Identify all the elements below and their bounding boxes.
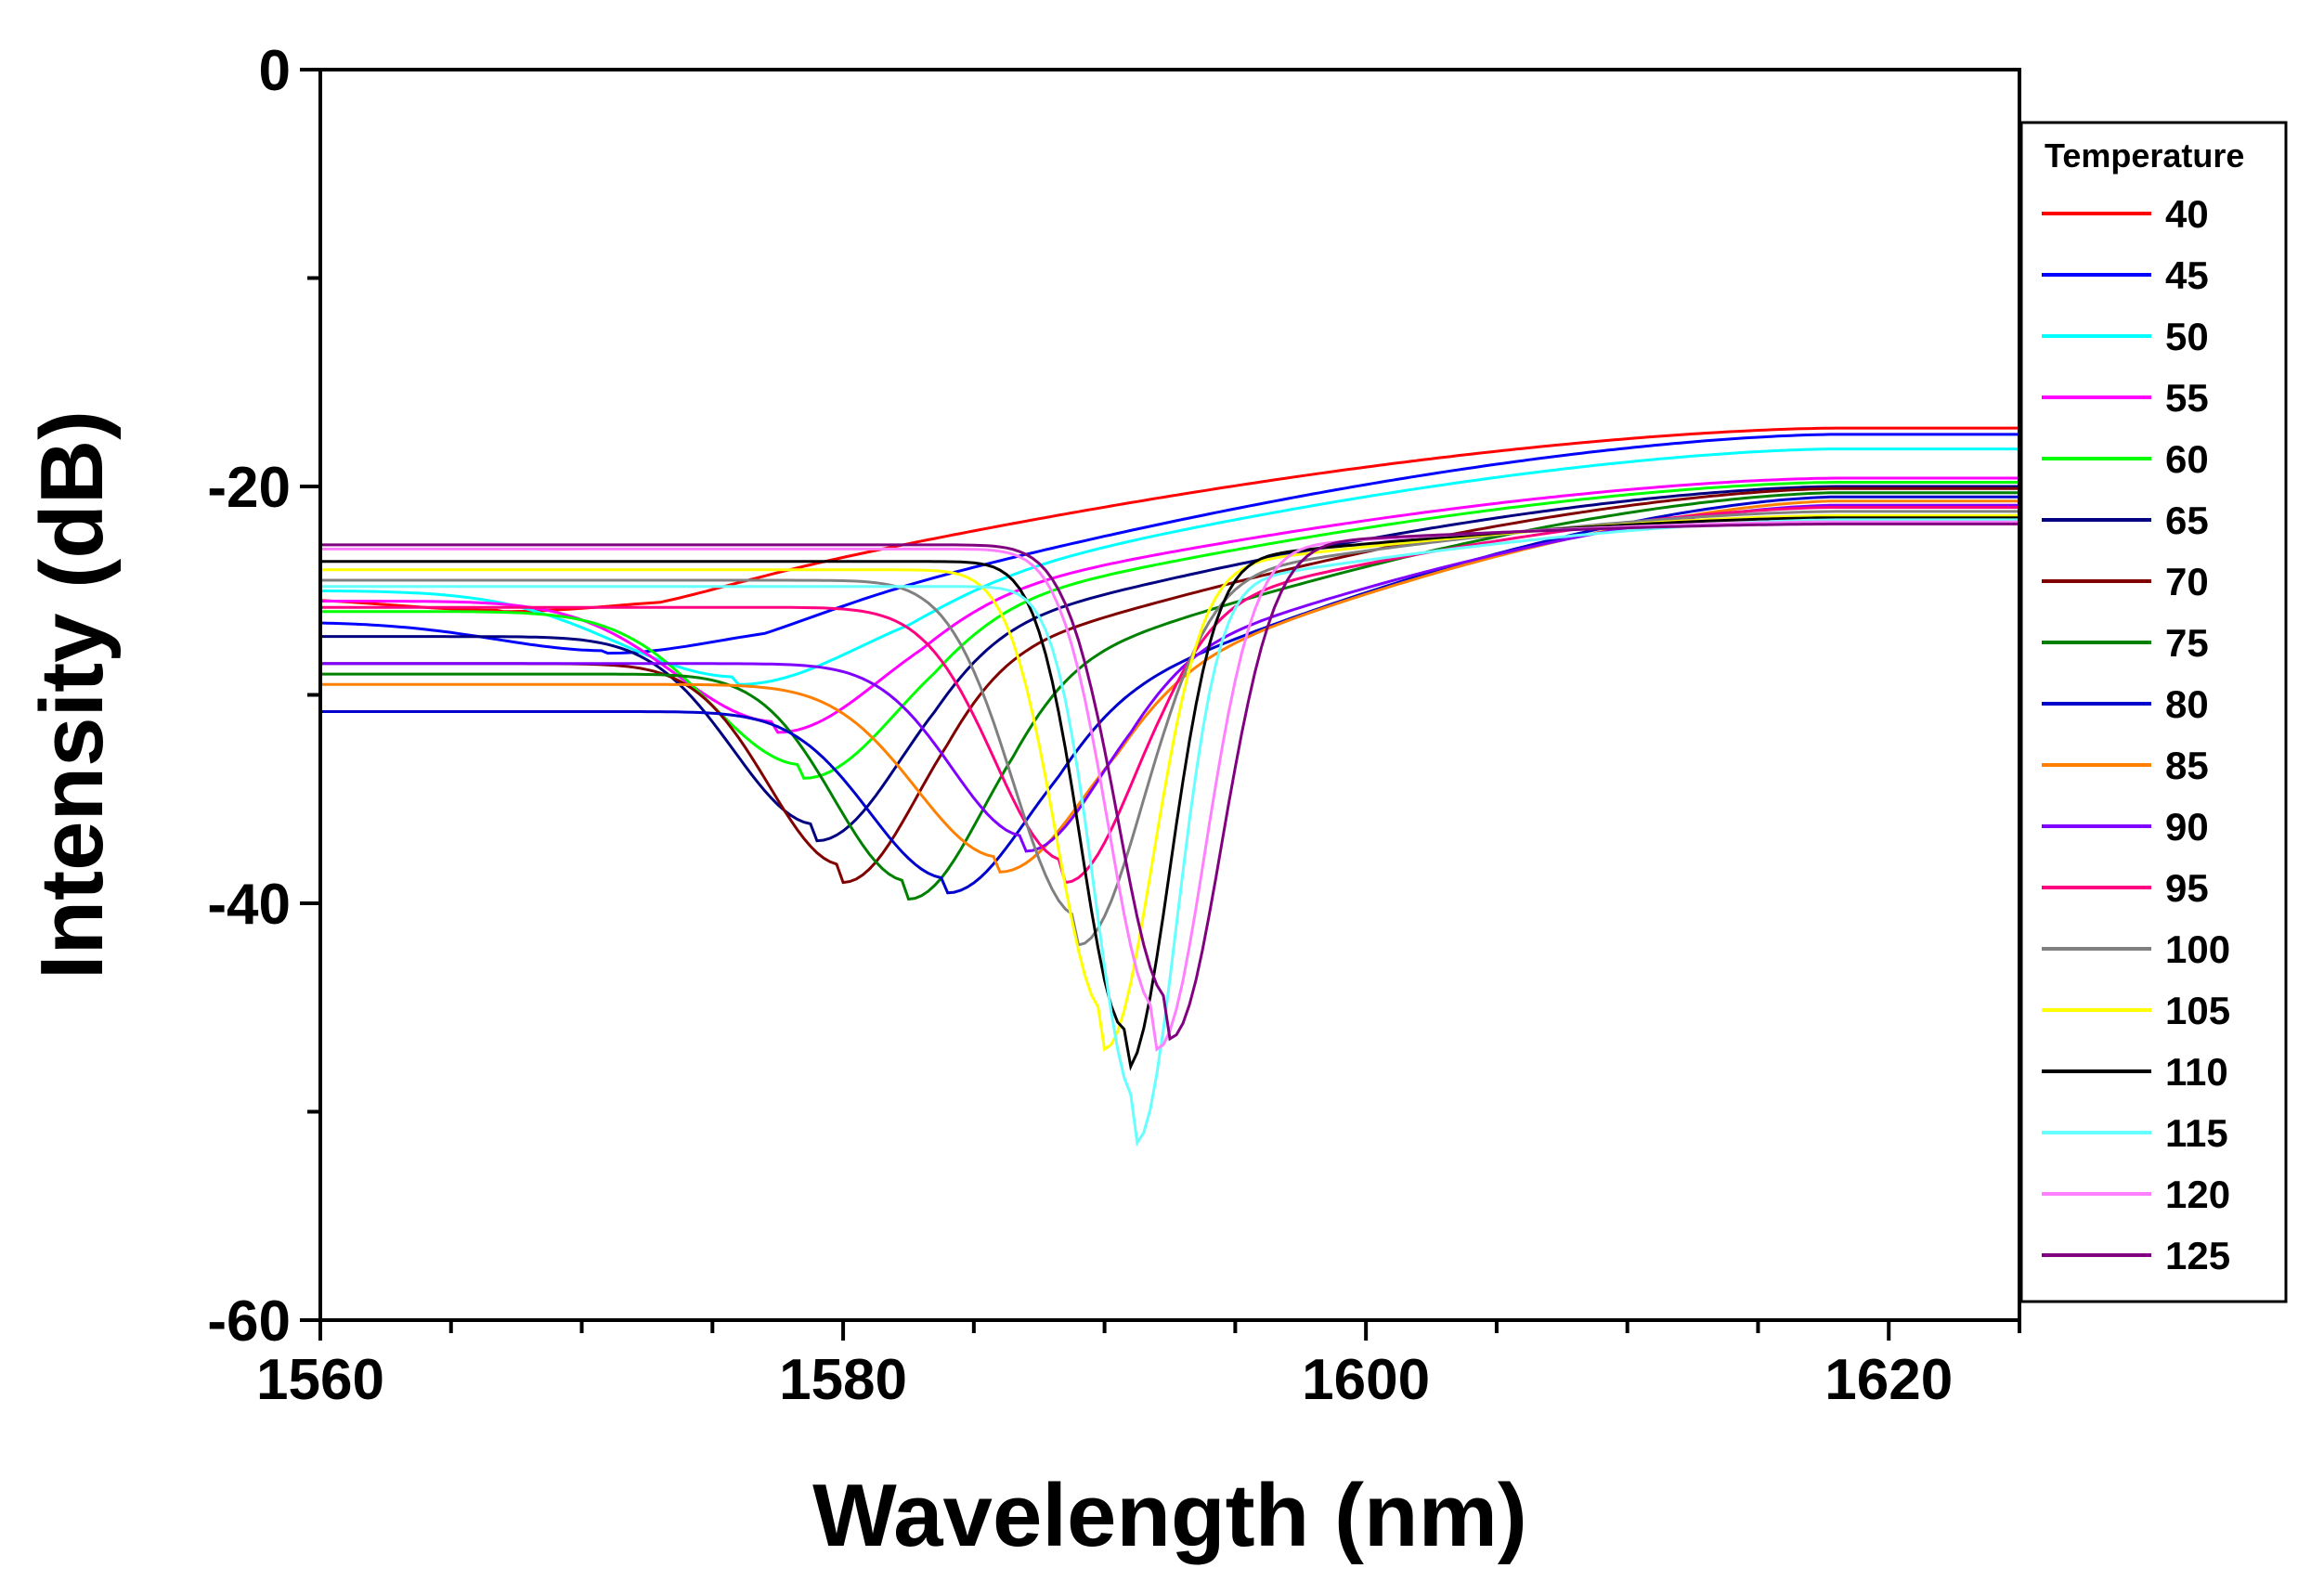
labels-layer: 1560 1580 1600 1620 0 -20 -40 -60: [207, 39, 1953, 1412]
series-line-55: [320, 476, 2019, 734]
y-tick-label: -40: [207, 873, 291, 937]
legend-entry-125: 125: [2042, 1234, 2230, 1277]
legend-label: 100: [2165, 927, 2230, 971]
legend-entry-60: 60: [2042, 437, 2209, 481]
ticks-layer: [300, 68, 2021, 1341]
series-line-95: [320, 506, 2019, 885]
legend-title: Temperature: [2045, 136, 2244, 175]
legend-label: 125: [2165, 1234, 2230, 1277]
legend-entry-110: 110: [2042, 1050, 2228, 1094]
legend-entry-90: 90: [2042, 805, 2209, 849]
legend-label: 95: [2165, 866, 2209, 910]
y-tick-label: -20: [207, 456, 291, 520]
series-line-105: [320, 513, 2019, 1052]
legend-label: 115: [2165, 1111, 2228, 1155]
legend-label: 120: [2165, 1173, 2230, 1216]
legend-label: 75: [2165, 621, 2209, 665]
series-layer: [319, 426, 2019, 1147]
x-tick-label: 1620: [1824, 1348, 1953, 1412]
series-line-125: [320, 522, 2019, 1042]
y-tick-label: -60: [207, 1289, 291, 1354]
legend-entry-115: 115: [2042, 1111, 2228, 1155]
legend-entry-80: 80: [2042, 682, 2209, 726]
x-tick-label: 1600: [1302, 1348, 1430, 1412]
legend-entry-85: 85: [2042, 744, 2209, 787]
legend-label: 85: [2165, 744, 2209, 787]
series-line-50: [320, 447, 2019, 686]
legend-entry-105: 105: [2042, 989, 2230, 1032]
legend: Temperature 40 45 50 55 60 65 70 75 80 85 90 95 100 1…: [2019, 121, 2288, 1303]
legend-label: 90: [2165, 805, 2209, 849]
legend-entry-120: 120: [2042, 1173, 2230, 1216]
legend-box: [2019, 121, 2288, 1303]
x-axis-title: Wavelength (nm): [812, 1466, 1527, 1565]
legend-label: 60: [2165, 437, 2209, 481]
y-tick-label: 0: [259, 39, 291, 103]
legend-entry-40: 40: [2042, 192, 2209, 236]
series-line-100: [320, 510, 2019, 947]
legend-label: 65: [2165, 499, 2209, 542]
x-tick-label: 1580: [779, 1348, 907, 1412]
series-line-110: [320, 516, 2019, 1071]
legend-entry-50: 50: [2042, 315, 2209, 358]
legend-entry-75: 75: [2042, 621, 2209, 665]
legend-label: 40: [2165, 192, 2209, 236]
legend-label: 110: [2165, 1050, 2228, 1094]
series-line-85: [320, 499, 2019, 874]
series-line-65: [320, 485, 2019, 843]
legend-entry-100: 100: [2042, 927, 2230, 971]
series-line-80: [320, 495, 2019, 895]
legend-label: 45: [2165, 253, 2209, 297]
series-line-45: [319, 433, 2019, 655]
legend-items: 40 45 50 55 60 65 70 75 80 85 90 95 100 105 110 115 120 1…: [2042, 192, 2230, 1277]
legend-entry-65: 65: [2042, 499, 2209, 542]
x-tick-label: 1560: [256, 1348, 384, 1412]
legend-entry-70: 70: [2042, 560, 2209, 603]
y-axis-title: Intensity (dB): [22, 410, 122, 979]
legend-entry-55: 55: [2042, 376, 2209, 420]
series-line-75: [320, 491, 2019, 901]
legend-entry-45: 45: [2042, 253, 2209, 297]
legend-label: 70: [2165, 560, 2209, 603]
series-line-60: [320, 481, 2019, 780]
legend-label: 105: [2165, 989, 2230, 1032]
legend-entry-95: 95: [2042, 866, 2209, 910]
legend-label: 50: [2165, 315, 2209, 358]
legend-label: 55: [2165, 376, 2209, 420]
legend-label: 80: [2165, 682, 2209, 726]
